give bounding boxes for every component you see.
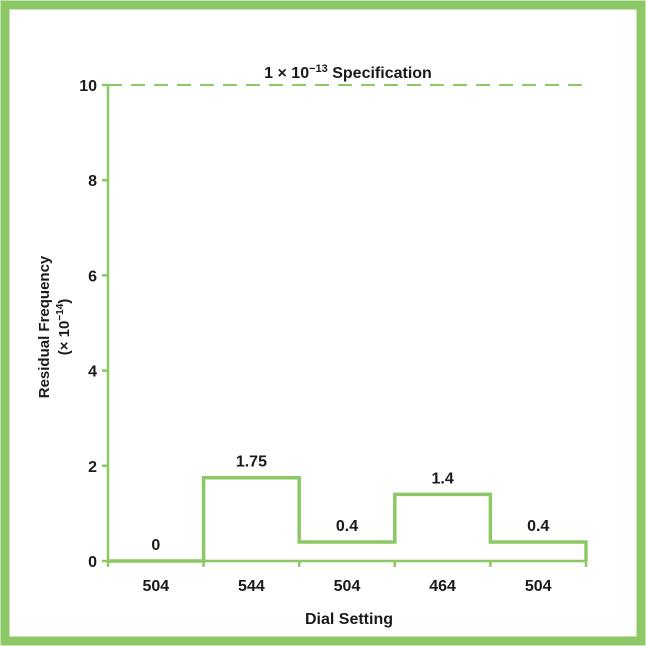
specification-label-prefix: 1 × 10 <box>264 65 309 82</box>
bar-value-label: 0 <box>151 537 160 554</box>
bar-value-label: 1.4 <box>431 470 453 487</box>
y-tick-label: 8 <box>88 173 97 190</box>
x-axis-title: Dial Setting <box>305 611 393 628</box>
y-tick-label: 2 <box>88 459 97 476</box>
y-axis: 0 2 4 6 8 10 <box>79 78 110 571</box>
y-tick-label: 0 <box>88 554 97 571</box>
x-tick-label: 464 <box>429 578 456 595</box>
y-axis-units: (× 10−14) <box>55 299 73 356</box>
y-axis-units-suffix: ) <box>56 299 73 304</box>
x-tick-label: 504 <box>334 578 361 595</box>
y-axis-units-prefix: (× 10 <box>56 321 73 356</box>
step-outline <box>108 475 588 563</box>
x-tick-label: 504 <box>525 578 552 595</box>
bar-value-label: 1.75 <box>236 454 267 471</box>
y-axis-units-exponent: −14 <box>55 303 66 320</box>
bar-value-label: 0.4 <box>527 518 549 535</box>
bar-value-label: 0.4 <box>336 518 358 535</box>
specification-label-exponent: −13 <box>309 63 328 75</box>
y-axis-title: Residual Frequency <box>36 255 53 398</box>
bars: 0 1.75 0.4 1.4 0.4 <box>108 454 588 563</box>
y-tick-label: 4 <box>88 364 97 381</box>
y-tick-label: 6 <box>88 268 97 285</box>
x-tick-label: 544 <box>238 578 265 595</box>
specification-label: 1 × 10−13 Specification <box>264 63 432 82</box>
specification-label-suffix: Specification <box>328 65 432 82</box>
y-axis-title-group: Residual Frequency (× 10−14) <box>36 255 73 398</box>
y-tick-label: 10 <box>79 78 97 95</box>
x-tick-label: 504 <box>142 578 169 595</box>
